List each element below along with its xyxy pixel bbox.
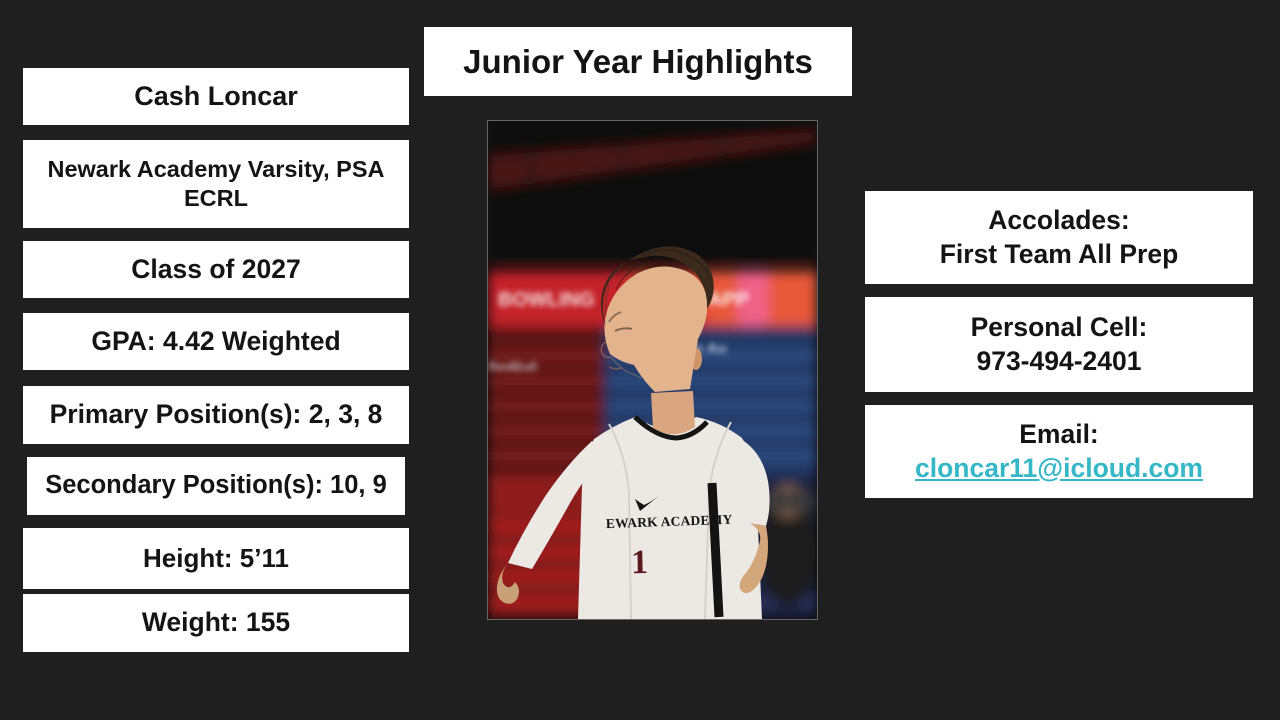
svg-text:BOWLING: BOWLING [498, 289, 595, 311]
svg-text:1: 1 [631, 544, 649, 581]
svg-text:RedBull: RedBull [488, 359, 537, 374]
